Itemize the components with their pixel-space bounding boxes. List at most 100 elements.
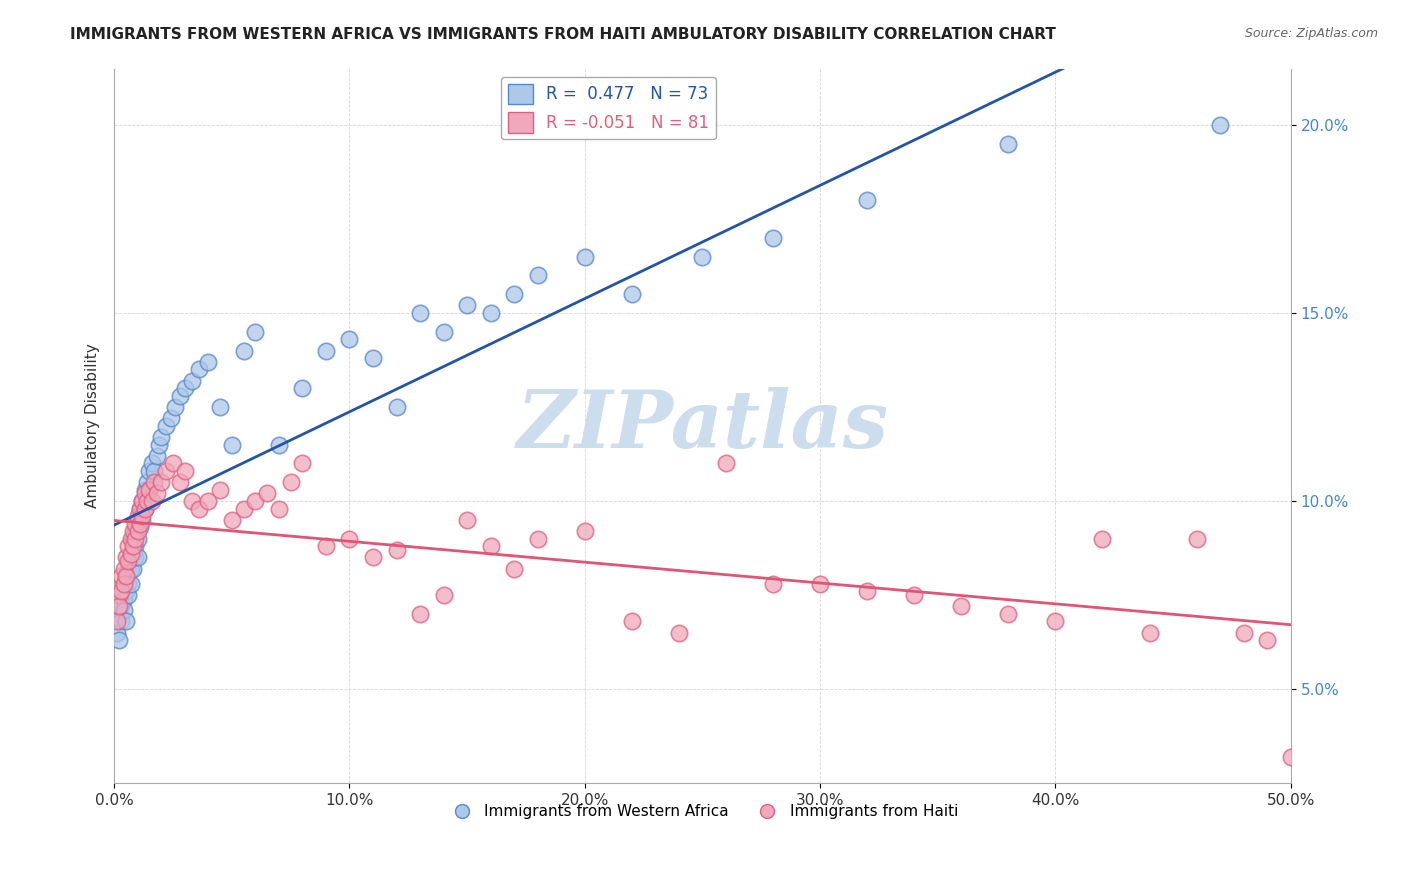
Point — [148, 437, 170, 451]
Point — [131, 494, 153, 508]
Point — [1303, 618, 1326, 632]
Point — [134, 501, 156, 516]
Point — [124, 532, 146, 546]
Point — [574, 524, 596, 538]
Point — [138, 483, 160, 497]
Point — [115, 569, 138, 583]
Point — [456, 298, 478, 312]
Point — [762, 576, 785, 591]
Point — [173, 464, 195, 478]
Point — [209, 483, 232, 497]
Point — [503, 287, 526, 301]
Point — [108, 588, 131, 602]
Point — [124, 550, 146, 565]
Point — [124, 539, 146, 553]
Point — [159, 411, 181, 425]
Point — [1398, 625, 1406, 640]
Point — [129, 501, 152, 516]
Point — [110, 599, 132, 614]
Point — [173, 381, 195, 395]
Point — [138, 483, 160, 497]
Point — [120, 562, 142, 576]
Point — [131, 513, 153, 527]
Point — [141, 494, 163, 508]
Point — [115, 584, 138, 599]
Point — [339, 532, 361, 546]
Point — [131, 509, 153, 524]
Point — [129, 501, 152, 516]
Point — [1374, 622, 1396, 636]
Point — [131, 494, 153, 508]
Point — [1279, 749, 1302, 764]
Point — [169, 389, 191, 403]
Point — [256, 486, 278, 500]
Point — [187, 501, 209, 516]
Point — [122, 539, 145, 553]
Point — [503, 562, 526, 576]
Point — [136, 475, 159, 490]
Point — [245, 325, 267, 339]
Point — [124, 516, 146, 531]
Point — [997, 607, 1019, 621]
Point — [409, 607, 432, 621]
Point — [115, 550, 138, 565]
Point — [122, 524, 145, 538]
Point — [180, 494, 202, 508]
Point — [129, 520, 152, 534]
Point — [120, 576, 142, 591]
Point — [232, 343, 254, 358]
Point — [127, 524, 149, 538]
Point — [122, 532, 145, 546]
Point — [141, 456, 163, 470]
Point — [1209, 118, 1232, 132]
Point — [112, 591, 135, 606]
Point — [145, 486, 167, 500]
Point — [136, 494, 159, 508]
Point — [950, 599, 973, 614]
Point — [197, 494, 219, 508]
Point — [134, 501, 156, 516]
Point — [361, 351, 384, 365]
Point — [169, 475, 191, 490]
Point — [997, 136, 1019, 151]
Point — [108, 633, 131, 648]
Point — [291, 456, 314, 470]
Point — [108, 599, 131, 614]
Point — [117, 539, 139, 553]
Point — [120, 532, 142, 546]
Point — [117, 562, 139, 576]
Point — [165, 400, 187, 414]
Text: Source: ZipAtlas.com: Source: ZipAtlas.com — [1244, 27, 1378, 40]
Point — [385, 400, 408, 414]
Point — [433, 588, 456, 602]
Point — [1045, 615, 1067, 629]
Point — [134, 483, 156, 497]
Point — [339, 332, 361, 346]
Point — [267, 437, 290, 451]
Point — [127, 532, 149, 546]
Point — [127, 509, 149, 524]
Point — [110, 584, 132, 599]
Point — [122, 562, 145, 576]
Point — [110, 569, 132, 583]
Point — [143, 464, 166, 478]
Point — [1139, 625, 1161, 640]
Point — [409, 306, 432, 320]
Point — [1091, 532, 1114, 546]
Point — [903, 588, 925, 602]
Point — [105, 625, 128, 640]
Text: IMMIGRANTS FROM WESTERN AFRICA VS IMMIGRANTS FROM HAITI AMBULATORY DISABILITY CO: IMMIGRANTS FROM WESTERN AFRICA VS IMMIGR… — [70, 27, 1056, 42]
Point — [110, 588, 132, 602]
Point — [108, 607, 131, 621]
Point — [138, 464, 160, 478]
Point — [115, 615, 138, 629]
Point — [127, 550, 149, 565]
Point — [105, 615, 128, 629]
Point — [291, 381, 314, 395]
Point — [221, 513, 243, 527]
Point — [221, 437, 243, 451]
Point — [526, 532, 548, 546]
Point — [245, 494, 267, 508]
Legend: Immigrants from Western Africa, Immigrants from Haiti: Immigrants from Western Africa, Immigran… — [440, 798, 965, 825]
Point — [1256, 633, 1278, 648]
